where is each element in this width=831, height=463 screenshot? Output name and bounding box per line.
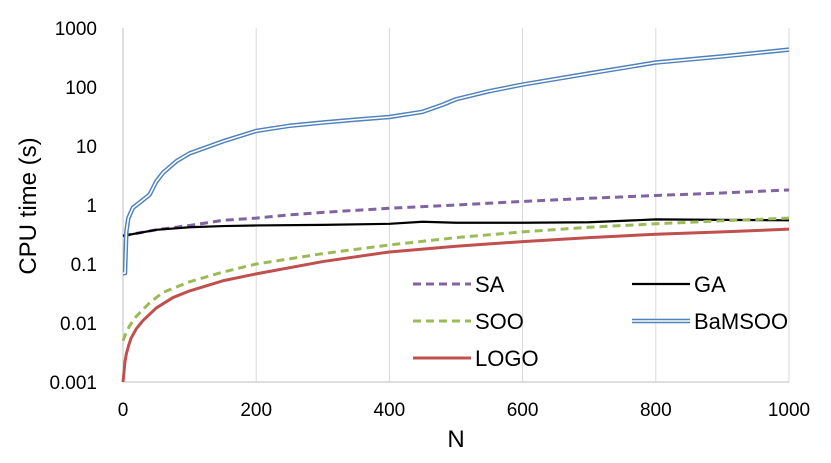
y-tick-label: 0.001 [49,373,97,394]
x-axis-title: N [447,426,464,453]
x-tick-label: 0 [118,400,129,421]
legend: SA GA SOO BaMSOO LOGO [413,272,788,371]
y-tick-label: 1000 [55,19,97,40]
x-tick-label: 800 [640,400,672,421]
legend-entry-soo: SOO [413,309,524,334]
legend-entry-bamsoo: BaMSOO [632,309,788,334]
y-tick-label: 1 [86,196,97,217]
legend-label: SOO [475,309,524,334]
legend-entry-sa: SA [413,272,505,297]
series-line-bamsoo-inner [123,48,790,274]
x-tick-label: 600 [507,400,539,421]
legend-entry-logo: LOGO [413,346,539,371]
series-line-sa [122,188,790,238]
y-tick-label: 0.1 [71,255,97,276]
legend-label: GA [694,272,726,297]
series-line-ga [122,218,790,237]
series-lines [121,47,790,383]
series-line-logo [121,227,790,383]
series-line-bamsoo-outer [122,47,790,276]
y-tick-label: 100 [65,78,97,99]
y-axis-title: CPU time (s) [15,137,42,274]
axes [122,28,789,383]
legend-label: LOGO [475,346,539,371]
series-line-soo [121,216,790,342]
legend-label: SA [475,272,505,297]
x-tick-label: 1000 [768,400,810,421]
legend-label: BaMSOO [694,309,788,334]
x-tick-label: 400 [374,400,406,421]
tick-labels: 0 200 400 600 800 1000 0.001 0.01 0.1 1 10 100 1000 [49,19,810,421]
x-tick-label: 200 [240,400,272,421]
y-tick-label: 0.01 [60,314,97,335]
legend-entry-ga: GA [632,272,726,297]
y-tick-label: 10 [76,137,97,158]
